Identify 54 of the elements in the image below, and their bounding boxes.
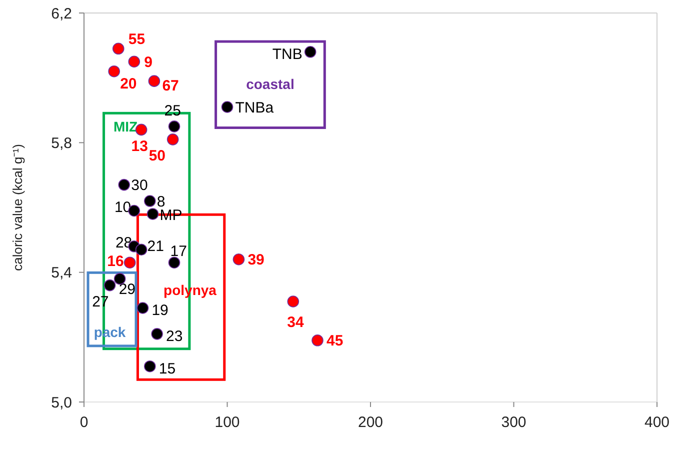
annotation: coastal — [246, 76, 294, 92]
annotation: 20 — [120, 76, 137, 93]
point — [166, 134, 179, 146]
point — [136, 302, 149, 314]
x-tick-label: 100 — [214, 414, 240, 431]
x-tick-label: 0 — [80, 414, 88, 431]
point — [135, 244, 148, 256]
annotation: 39 — [248, 252, 264, 269]
point — [148, 75, 160, 87]
x-tick-label: 200 — [358, 414, 384, 431]
x-tick-label: 300 — [501, 414, 526, 431]
y-tick-label: 5,0 — [51, 394, 72, 412]
point — [168, 120, 180, 132]
point — [221, 101, 234, 113]
point — [104, 279, 116, 292]
point — [114, 272, 126, 285]
point — [108, 65, 120, 78]
point — [146, 208, 159, 220]
annotation: 34 — [287, 314, 304, 331]
point — [124, 256, 136, 269]
y-tick-label: 5,4 — [51, 264, 72, 282]
point — [112, 42, 124, 55]
annotation: 50 — [148, 148, 166, 165]
annotation: 15 — [158, 360, 176, 378]
annotation: 55 — [128, 30, 146, 48]
annotation: 17 — [170, 242, 187, 260]
point — [168, 256, 180, 269]
annotation: 29 — [118, 281, 136, 298]
point — [144, 195, 156, 207]
point — [118, 178, 130, 191]
point — [312, 334, 324, 346]
y-axis-title: caloric value (kcal g⁻¹) — [10, 144, 25, 271]
annotation: 13 — [131, 138, 148, 155]
annotation: MIZ — [113, 118, 138, 134]
x-tick-label: 400 — [644, 414, 670, 431]
point — [304, 46, 316, 58]
annotation: 45 — [326, 332, 344, 350]
point — [151, 328, 163, 340]
annotation: 8 — [156, 193, 166, 210]
annotation: 21 — [147, 238, 164, 255]
annotation: 19 — [152, 302, 168, 320]
annotation: TNB — [272, 46, 302, 64]
y-tick-label: 5,8 — [51, 134, 72, 152]
point — [232, 253, 245, 266]
y-tick-label: 6,2 — [51, 5, 72, 22]
annotation: 23 — [166, 328, 183, 346]
annotation: TNBa — [235, 99, 274, 116]
annotation: 16 — [107, 252, 124, 270]
annotation: 30 — [131, 177, 148, 194]
point — [144, 360, 156, 372]
annotation: 67 — [162, 77, 179, 94]
annotation: 9 — [144, 54, 152, 71]
point — [287, 296, 300, 308]
point — [128, 56, 140, 68]
